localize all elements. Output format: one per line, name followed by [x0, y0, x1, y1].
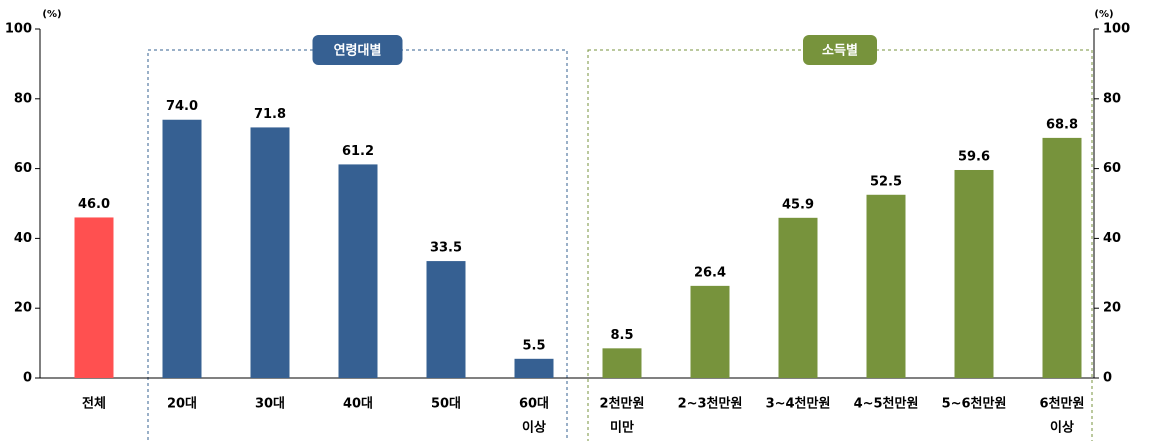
y-tick-label: 0	[23, 371, 32, 386]
bar	[954, 169, 994, 378]
value-label: 61.2	[342, 144, 374, 159]
y2-tick-label: 0	[1103, 371, 1112, 386]
bar	[602, 348, 642, 378]
y2-tick-label: 60	[1103, 161, 1121, 176]
x-tick-label: 3~4천만원	[766, 396, 831, 412]
x-tick-label: 이상	[1050, 420, 1074, 436]
value-label: 74.0	[166, 99, 198, 114]
group-label: 연령대별	[334, 43, 382, 59]
group-box	[587, 49, 1093, 441]
value-label: 59.6	[958, 149, 990, 164]
value-label: 33.5	[430, 241, 462, 256]
x-tick-label: 40대	[343, 397, 373, 412]
bar	[866, 194, 906, 378]
x-tick-label: 미만	[610, 420, 634, 436]
x-tick-label: 2천만원	[600, 396, 645, 412]
value-label: 52.5	[870, 174, 902, 189]
x-tick-label: 전체	[82, 396, 106, 412]
value-label: 45.9	[782, 197, 814, 212]
value-label: 5.5	[522, 338, 545, 353]
x-tick-label: 20대	[167, 397, 197, 412]
x-tick-label: 이상	[522, 420, 546, 436]
y2-axis-label: (%)	[1094, 9, 1113, 20]
bar	[514, 358, 554, 378]
group-label-box	[803, 35, 877, 65]
bar	[162, 119, 202, 379]
group-label-box	[312, 35, 403, 65]
group-box	[147, 49, 568, 441]
group-label: 소득별	[822, 43, 858, 59]
x-tick-label: 5~6천만원	[942, 396, 1007, 412]
value-label: 46.0	[78, 197, 110, 212]
y2-tick-label: 80	[1103, 91, 1121, 106]
x-tick-label: 2~3천만원	[678, 396, 743, 412]
value-label: 26.4	[694, 265, 726, 280]
bar	[338, 164, 378, 378]
y-tick-label: 60	[14, 161, 32, 176]
bar	[1042, 137, 1082, 378]
y-tick-label: 100	[5, 22, 32, 37]
y-axis-label: (%)	[42, 9, 61, 20]
y-tick-label: 80	[14, 91, 32, 106]
value-label: 68.8	[1046, 117, 1078, 132]
x-tick-label: 30대	[255, 397, 285, 412]
bar	[690, 285, 730, 378]
value-label: 8.5	[610, 328, 633, 343]
y2-tick-label: 100	[1103, 22, 1130, 37]
y2-tick-label: 40	[1103, 231, 1121, 246]
x-tick-label: 4~5천만원	[854, 396, 919, 412]
x-tick-label: 60대	[519, 397, 549, 412]
x-tick-label: 6천만원	[1040, 396, 1085, 412]
bar	[74, 217, 114, 378]
y-tick-label: 40	[14, 231, 32, 246]
y-tick-label: 20	[14, 301, 32, 316]
y2-tick-label: 20	[1103, 301, 1121, 316]
value-label: 71.8	[254, 107, 286, 122]
bar	[778, 217, 818, 378]
bar	[250, 127, 290, 378]
x-tick-label: 50대	[431, 397, 461, 412]
bar	[426, 261, 466, 378]
